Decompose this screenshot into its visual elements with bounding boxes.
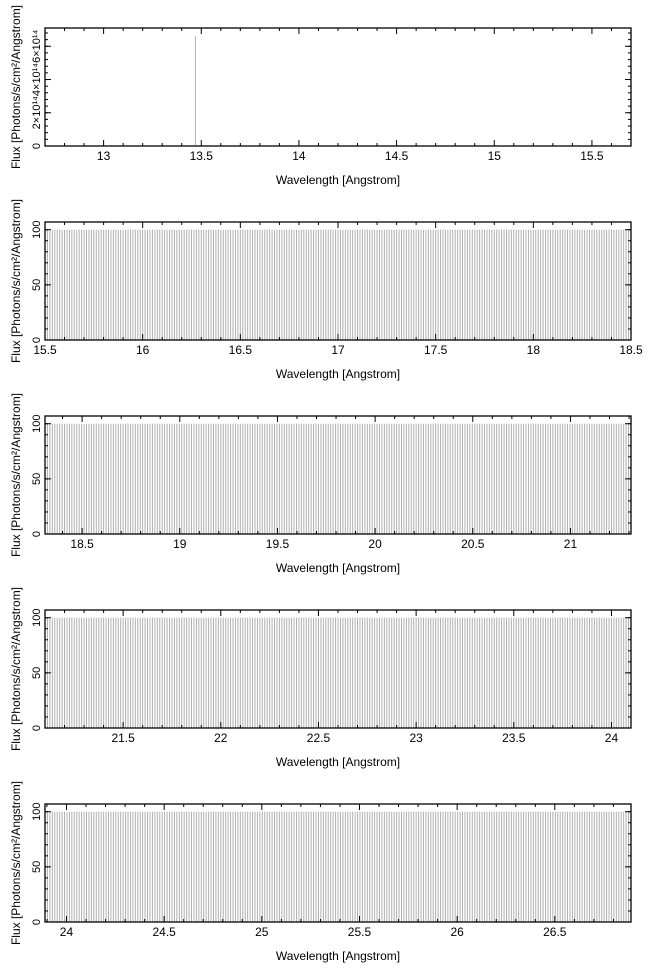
x-axis-label: Wavelength [Angstrom] <box>276 561 400 575</box>
panel-2: Wavelength [Angstrom] Flux [Photons/s/cm… <box>9 199 643 381</box>
x-tick-label: 24 <box>605 731 619 745</box>
x-tick-label: 25 <box>255 925 269 939</box>
y-tick-label: 50 <box>31 861 43 873</box>
x-tick-label: 13 <box>97 149 111 163</box>
y-tick-label: 0 <box>31 143 43 149</box>
x-tick-label: 19.5 <box>266 537 290 551</box>
emission-lines <box>44 229 632 340</box>
x-tick-label: 14 <box>292 149 306 163</box>
y-tick-label: 100 <box>31 609 43 627</box>
y-tick-label: 50 <box>31 473 43 485</box>
panel-4: Wavelength [Angstrom] Flux [Photons/s/cm… <box>9 587 632 769</box>
x-tick-label: 13.5 <box>190 149 214 163</box>
y-tick-label: 100 <box>31 803 43 821</box>
plot-frame <box>44 27 632 147</box>
y-tick-label: 0 <box>31 725 43 731</box>
y-tick-label: 2×10¹⁴ <box>31 96 43 129</box>
x-tick-label: 15.5 <box>580 149 604 163</box>
x-axis-label: Wavelength [Angstrom] <box>276 173 400 187</box>
y-tick-label: 50 <box>31 667 43 679</box>
x-tick-label: 22 <box>214 731 228 745</box>
x-tick-label: 20 <box>368 537 382 551</box>
x-tick-label: 22.5 <box>307 731 331 745</box>
emission-lines <box>44 811 632 922</box>
x-tick-label: 15.5 <box>33 343 57 357</box>
x-tick-label: 18.5 <box>70 537 94 551</box>
x-tick-label: 17.5 <box>424 343 448 357</box>
panel-1: Wavelength [Angstrom] Flux [Photons/s/cm… <box>9 5 632 187</box>
y-axis-label: Flux [Photons/s/cm²/Angstrom] <box>9 587 23 751</box>
x-tick-label: 18.5 <box>619 343 643 357</box>
y-axis-label: Flux [Photons/s/cm²/Angstrom] <box>9 5 23 169</box>
x-tick-label: 20.5 <box>461 537 485 551</box>
panel-5: Wavelength [Angstrom] Flux [Photons/s/cm… <box>9 781 632 963</box>
x-tick-label: 21 <box>564 537 578 551</box>
x-axis-label: Wavelength [Angstrom] <box>276 949 400 963</box>
y-tick-label: 6×10¹⁴ <box>31 29 43 62</box>
emission-lines <box>44 617 632 728</box>
y-tick-label: 0 <box>31 531 43 537</box>
x-tick-label: 14.5 <box>385 149 409 163</box>
x-tick-label: 24 <box>60 925 74 939</box>
x-tick-label: 16 <box>136 343 150 357</box>
x-tick-label: 23.5 <box>502 731 526 745</box>
y-tick-label: 50 <box>31 279 43 291</box>
x-axis-label: Wavelength [Angstrom] <box>276 755 400 769</box>
x-tick-label: 26 <box>450 925 464 939</box>
y-tick-label: 100 <box>31 415 43 433</box>
y-axis-label: Flux [Photons/s/cm²/Angstrom] <box>9 199 23 363</box>
x-axis-label: Wavelength [Angstrom] <box>276 367 400 381</box>
x-tick-label: 23 <box>409 731 423 745</box>
x-tick-label: 26.5 <box>543 925 567 939</box>
y-axis-label: Flux [Photons/s/cm²/Angstrom] <box>9 781 23 945</box>
x-tick-label: 25.5 <box>348 925 372 939</box>
y-tick-label: 4×10¹⁴ <box>31 63 43 96</box>
x-tick-label: 17 <box>331 343 345 357</box>
panel-3: Wavelength [Angstrom] Flux [Photons/s/cm… <box>9 393 632 575</box>
x-tick-label: 15 <box>488 149 502 163</box>
x-tick-label: 19 <box>173 537 187 551</box>
y-axis-label: Flux [Photons/s/cm²/Angstrom] <box>9 393 23 557</box>
x-tick-label: 16.5 <box>229 343 253 357</box>
x-tick-label: 21.5 <box>111 731 135 745</box>
y-tick-label: 100 <box>31 221 43 239</box>
y-tick-label: 0 <box>31 337 43 343</box>
x-tick-label: 18 <box>527 343 541 357</box>
emission-lines <box>44 423 632 534</box>
x-tick-label: 24.5 <box>152 925 176 939</box>
plot-frame <box>44 415 632 535</box>
plot-frame <box>44 803 632 923</box>
y-tick-label: 0 <box>31 919 43 925</box>
